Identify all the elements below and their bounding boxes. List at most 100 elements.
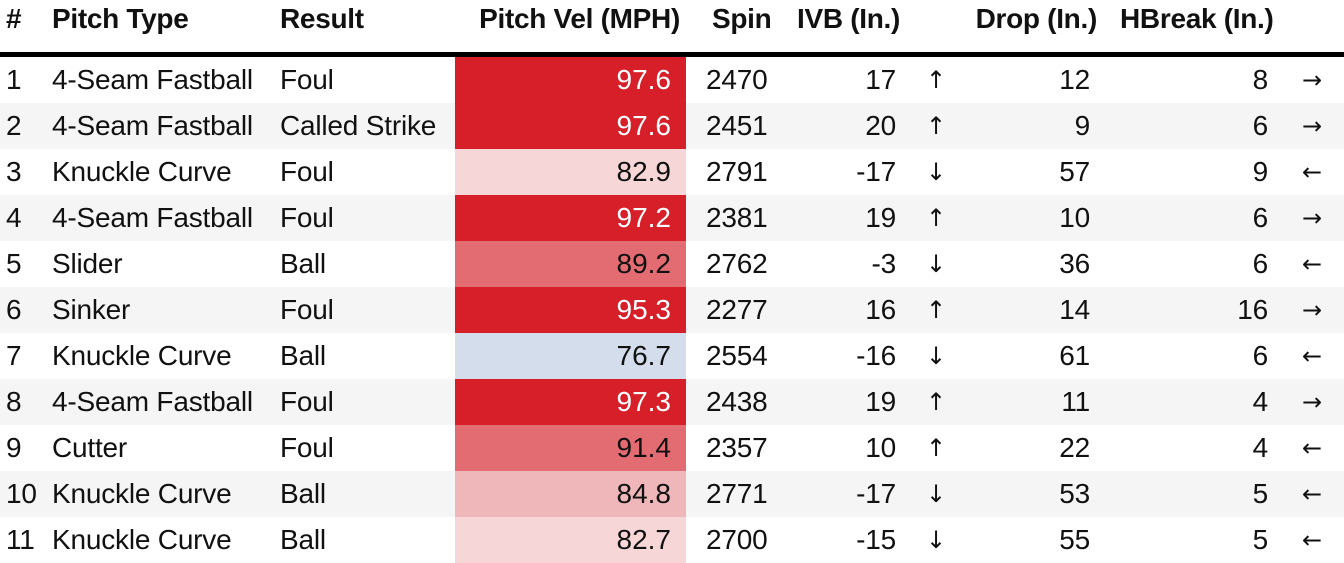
row-velocity: 97.6 xyxy=(616,110,672,141)
row-pitch-type: Slider xyxy=(52,248,123,279)
row-drop: 22 xyxy=(1059,432,1090,463)
row-hbreak: 6 xyxy=(1252,110,1269,141)
row-result: Ball xyxy=(280,478,326,509)
table-row[interactable]: 9 Cutter Foul 2357 10 ↑ 22 4 ← 91.4 xyxy=(0,425,1344,471)
row-velocity: 82.7 xyxy=(616,524,672,555)
row-spin: 2771 xyxy=(706,478,768,509)
row-hbreak: 6 xyxy=(1252,340,1269,371)
row-ivb-arrow: ↑ xyxy=(926,434,946,462)
row-spin: 2381 xyxy=(706,202,768,233)
row-result: Ball xyxy=(280,248,326,279)
table-row[interactable]: 10 Knuckle Curve Ball 2771 -17 ↓ 53 5 ← 84.8 xyxy=(0,471,1344,517)
row-hbreak-arrow: ← xyxy=(1302,342,1322,370)
row-num: 7 xyxy=(6,340,22,371)
row-hbreak: 4 xyxy=(1252,386,1269,417)
table-row[interactable]: 4 4-Seam Fastball Foul 2381 19 ↑ 10 6 → 97.2 xyxy=(0,195,1344,241)
row-num: 5 xyxy=(6,248,22,279)
row-pitch-type: Knuckle Curve xyxy=(52,524,232,555)
row-spin: 2762 xyxy=(706,248,768,279)
table-row[interactable]: 11 Knuckle Curve Ball 2700 -15 ↓ 55 5 ← 82.7 xyxy=(0,517,1344,563)
row-pitch-type: 4-Seam Fastball xyxy=(52,64,253,95)
row-velocity: 95.3 xyxy=(616,294,672,325)
row-velocity: 97.2 xyxy=(616,202,672,233)
table-row[interactable]: 7 Knuckle Curve Ball 2554 -16 ↓ 61 6 ← 76.7 xyxy=(0,333,1344,379)
row-ivb: -3 xyxy=(871,248,897,279)
row-spin: 2554 xyxy=(706,340,768,371)
table-row[interactable]: 3 Knuckle Curve Foul 2791 -17 ↓ 57 9 ← 82.9 xyxy=(0,149,1344,195)
header-velocity[interactable]: Pitch Vel (MPH) xyxy=(479,3,680,34)
table-header: # Pitch Type Result Pitch Vel (MPH) Spin… xyxy=(0,0,1344,57)
header-pitch-type[interactable]: Pitch Type xyxy=(52,3,189,34)
row-ivb-arrow: ↑ xyxy=(926,204,946,232)
table-row[interactable]: 2 4-Seam Fastball Called Strike 2451 20 ↑ 9 6 → 9… xyxy=(0,103,1344,149)
row-velocity: 89.2 xyxy=(616,248,672,279)
velocity-cell: 76.7 xyxy=(455,333,686,379)
row-hbreak-arrow: → xyxy=(1302,388,1322,416)
row-ivb-arrow: ↓ xyxy=(926,158,946,186)
row-result: Ball xyxy=(280,524,326,555)
row-ivb-arrow: ↓ xyxy=(926,342,946,370)
table-row[interactable]: 6 Sinker Foul 2277 16 ↑ 14 16 → 95.3 xyxy=(0,287,1344,333)
row-result: Foul xyxy=(280,156,334,187)
row-result: Foul xyxy=(280,432,334,463)
row-drop: 36 xyxy=(1059,248,1090,279)
table-row[interactable]: 8 4-Seam Fastball Foul 2438 19 ↑ 11 4 → 97.3 xyxy=(0,379,1344,425)
row-result: Called Strike xyxy=(280,110,437,141)
row-velocity: 91.4 xyxy=(616,432,672,463)
row-ivb: 19 xyxy=(865,386,896,417)
row-pitch-type: 4-Seam Fastball xyxy=(52,202,253,233)
row-velocity: 97.6 xyxy=(616,64,672,95)
row-pitch-type: Cutter xyxy=(52,432,128,463)
row-num: 2 xyxy=(6,110,22,141)
header-drop[interactable]: Drop (In.) xyxy=(975,3,1098,34)
row-drop: 61 xyxy=(1059,340,1090,371)
row-pitch-type: Knuckle Curve xyxy=(52,340,232,371)
row-drop: 10 xyxy=(1059,202,1090,233)
row-pitch-type: 4-Seam Fastball xyxy=(52,110,253,141)
row-result: Foul xyxy=(280,202,334,233)
header-spin[interactable]: Spin xyxy=(712,3,772,34)
table-row[interactable]: 5 Slider Ball 2762 -3 ↓ 36 6 ← 89.2 xyxy=(0,241,1344,287)
row-hbreak: 6 xyxy=(1252,248,1269,279)
table-row[interactable]: 1 4-Seam Fastball Foul 2470 17 ↑ 12 8 → 97.6 xyxy=(0,57,1344,103)
row-ivb: 10 xyxy=(865,432,896,463)
row-num: 4 xyxy=(6,202,22,233)
row-velocity: 84.8 xyxy=(616,478,672,509)
row-hbreak-arrow: ← xyxy=(1302,526,1322,554)
row-num: 10 xyxy=(6,478,37,509)
row-spin: 2451 xyxy=(706,110,768,141)
row-hbreak-arrow: → xyxy=(1302,296,1322,324)
row-velocity: 82.9 xyxy=(616,156,672,187)
row-drop: 12 xyxy=(1059,64,1090,95)
row-hbreak-arrow: → xyxy=(1302,66,1322,94)
header-num[interactable]: # xyxy=(6,3,22,34)
row-ivb: -16 xyxy=(856,340,896,371)
velocity-cell: 84.8 xyxy=(455,471,686,517)
row-hbreak-arrow: ← xyxy=(1302,250,1322,278)
row-pitch-type: Knuckle Curve xyxy=(52,478,232,509)
row-drop: 14 xyxy=(1059,294,1090,325)
row-num: 11 xyxy=(6,524,35,555)
row-spin: 2277 xyxy=(706,294,768,325)
row-spin: 2438 xyxy=(706,386,768,417)
row-result: Foul xyxy=(280,64,334,95)
row-hbreak: 16 xyxy=(1237,294,1268,325)
velocity-cell: 97.6 xyxy=(455,103,686,149)
header-hbreak[interactable]: HBreak (In.) xyxy=(1120,3,1274,34)
row-result: Foul xyxy=(280,294,334,325)
header-result[interactable]: Result xyxy=(280,3,364,34)
velocity-cell: 97.6 xyxy=(455,57,686,103)
row-pitch-type: Knuckle Curve xyxy=(52,156,232,187)
row-num: 3 xyxy=(6,156,22,187)
velocity-cell: 82.9 xyxy=(455,149,686,195)
row-ivb: 16 xyxy=(865,294,896,325)
row-ivb: 20 xyxy=(865,110,896,141)
row-ivb: 19 xyxy=(865,202,896,233)
row-ivb-arrow: ↓ xyxy=(926,250,946,278)
row-ivb: -17 xyxy=(856,478,896,509)
header-ivb[interactable]: IVB (In.) xyxy=(797,3,901,34)
row-ivb-arrow: ↓ xyxy=(926,526,946,554)
velocity-cell: 97.3 xyxy=(455,379,686,425)
row-pitch-type: 4-Seam Fastball xyxy=(52,386,253,417)
